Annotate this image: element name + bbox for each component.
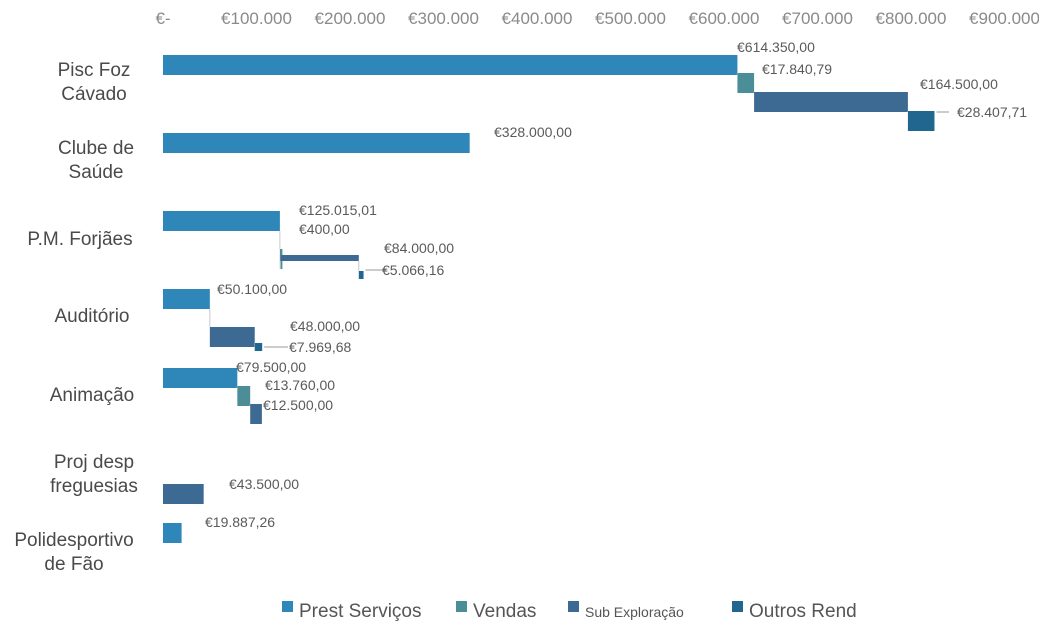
legend-swatch-vendas	[456, 601, 467, 612]
category-label: de Fão	[44, 554, 103, 575]
x-tick-label: €600.000	[689, 9, 760, 28]
x-tick-label: €700.000	[782, 9, 853, 28]
data-label: €50.100,00	[217, 281, 287, 297]
bar-auditorio-prest-servicos	[163, 289, 210, 309]
x-tick-label: €500.000	[595, 9, 666, 28]
bar-animacao-vendas	[237, 386, 251, 406]
x-tick-label: €-	[155, 9, 170, 28]
legend-swatch-outros-rend	[732, 601, 743, 612]
data-label: €84.000,00	[384, 240, 454, 256]
category-label: freguesias	[50, 476, 138, 497]
category-label: Proj desp	[54, 452, 134, 473]
bar-polidesportivo-de-fao-prest-servicos	[163, 523, 182, 543]
legend-swatch-sub-exploracao	[568, 601, 579, 612]
data-label: €48.000,00	[290, 318, 360, 334]
legend-label: Outros Rend	[749, 601, 857, 622]
x-tick-label: €800.000	[876, 9, 947, 28]
bar-animacao-prest-servicos	[163, 368, 238, 388]
category-label: Auditório	[55, 306, 130, 327]
legend-swatch-prest-servicos	[282, 601, 293, 612]
category-label: Saúde	[69, 162, 124, 183]
legend: Prest Serviços Vendas Sub Exploração Outros…	[282, 601, 857, 622]
bar-p-m-forjaes-sub-exploracao	[280, 255, 359, 261]
x-tick-label: €100.000	[221, 9, 292, 28]
data-label: €125.015,01	[299, 202, 377, 218]
category-label: P.M. Forjães	[27, 229, 132, 250]
data-label: €7.969,68	[289, 339, 351, 355]
bar-p-m-forjaes-outros-rend	[358, 271, 364, 279]
legend-label: Sub Exploração	[585, 604, 684, 620]
category-label: Polidesportivo	[14, 530, 133, 551]
data-label: €28.407,71	[957, 104, 1027, 120]
bar-auditorio-sub-exploracao	[209, 327, 255, 347]
data-label: €12.500,00	[263, 397, 333, 413]
legend-label: Prest Serviços	[299, 601, 421, 622]
bar-pisc-foz-cavado-prest-servicos	[163, 55, 738, 75]
data-label: €400,00	[299, 221, 350, 237]
category-axis: Pisc Foz Cávado Clube de Saúde P.M. Forjães A…	[14, 60, 138, 575]
data-label: €614.350,00	[737, 39, 815, 55]
bar-animacao-sub-exploracao	[250, 404, 262, 424]
category-label: Animação	[50, 385, 135, 406]
x-axis: €- €100.000 €200.000 €300.000 €400.000 €500.0…	[155, 9, 1039, 28]
x-tick-label: €900.000	[969, 9, 1039, 28]
bar-proj-desp-freguesias-sub-exploracao	[163, 484, 204, 504]
category-label: Clube de	[58, 138, 134, 159]
data-label: €79.500,00	[236, 359, 306, 375]
bar-pisc-foz-cavado-sub-exploracao	[754, 92, 908, 112]
data-label: €19.887,26	[205, 514, 275, 530]
legend-label: Vendas	[473, 601, 536, 622]
data-label: €43.500,00	[229, 476, 299, 492]
bar-auditorio-outros-rend	[254, 343, 263, 351]
x-tick-label: €300.000	[408, 9, 479, 28]
bar-clube-de-saude-prest-servicos	[163, 133, 470, 153]
data-label: €164.500,00	[920, 76, 998, 92]
data-label: €13.760,00	[265, 377, 335, 393]
bar-pisc-foz-cavado-outros-rend	[907, 111, 935, 131]
bar-pisc-foz-cavado-vendas	[737, 73, 755, 93]
category-label: Pisc Foz	[58, 60, 131, 81]
data-label: €328.000,00	[494, 124, 572, 140]
plot-area: €614.350,00 €17.840,79 €164.500,00 €28.407,…	[163, 39, 1027, 543]
bar-p-m-forjaes-prest-servicos	[163, 211, 280, 231]
x-tick-label: €200.000	[315, 9, 386, 28]
data-label: €5.066,16	[382, 262, 444, 278]
category-label: Cávado	[61, 84, 127, 105]
data-label: €17.840,79	[762, 61, 832, 77]
x-tick-label: €400.000	[502, 9, 573, 28]
